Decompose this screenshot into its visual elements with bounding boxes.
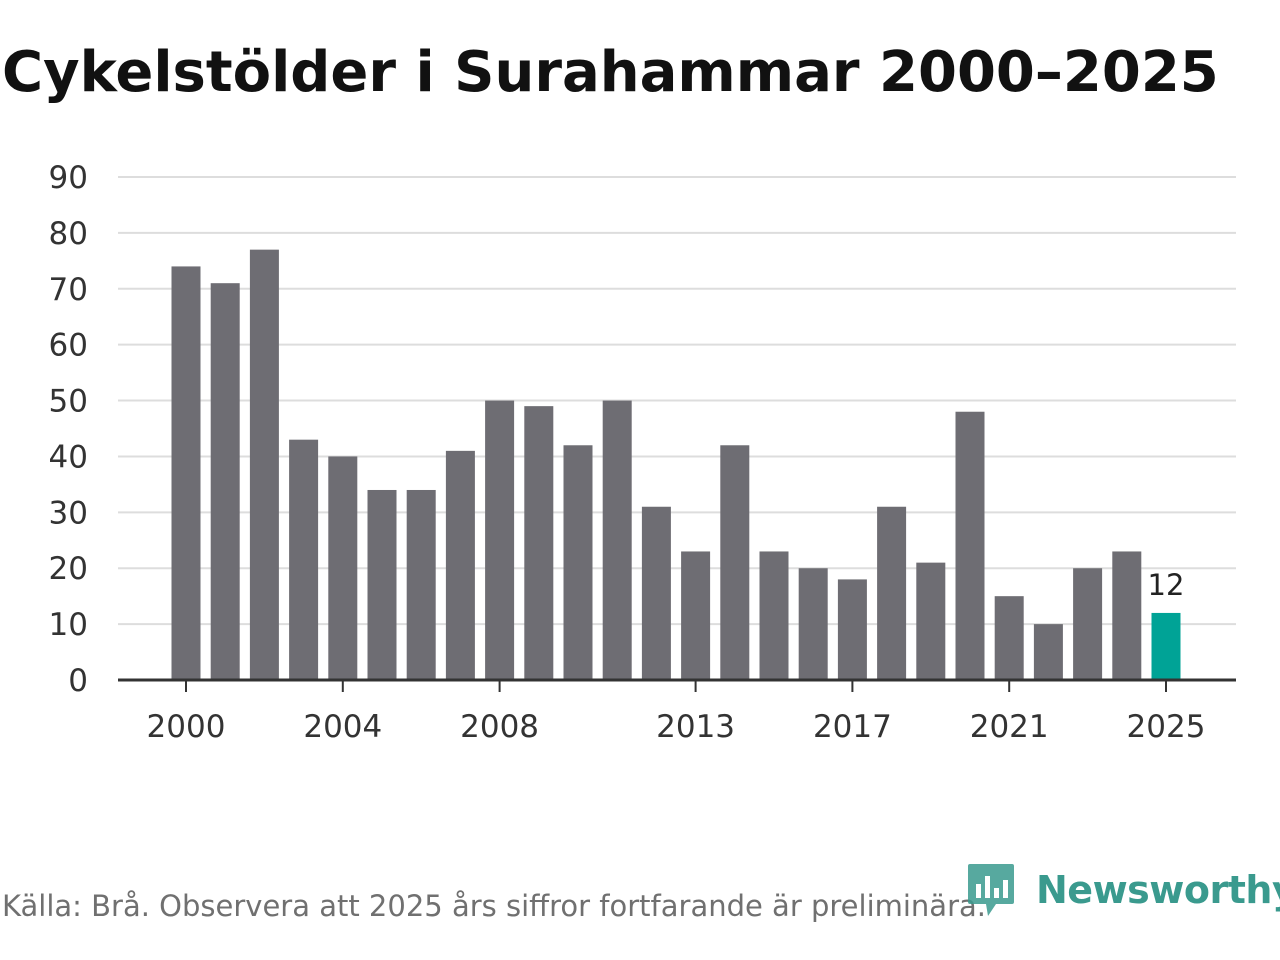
- y-tick-label-90: 90: [49, 160, 88, 196]
- labels: 0 10 20 30 40 50 60 70 80 90 12 2000 2004 2008 2013 201…: [49, 160, 1206, 745]
- bar-2005: [367, 489, 397, 680]
- bar-2004: [328, 456, 358, 680]
- bar-2015: [759, 551, 789, 680]
- y-tick-label-0: 0: [68, 663, 88, 699]
- x-tick-label-2021: 2021: [970, 709, 1049, 745]
- bar-chart-logo-icon: [968, 864, 1014, 916]
- bar-2006: [406, 489, 436, 680]
- bar-2017: [837, 579, 867, 680]
- bar-2009: [524, 406, 554, 680]
- bar-2022: [1033, 624, 1063, 680]
- source-note: Källa: Brå. Observera att 2025 års siffr…: [2, 889, 986, 923]
- x-tick-label-2004: 2004: [303, 709, 382, 745]
- bars: [171, 249, 1181, 680]
- bar-2003: [289, 439, 319, 680]
- grid-lines: [118, 176, 1236, 626]
- y-tick-label-10: 10: [49, 607, 88, 643]
- y-tick-label-30: 30: [49, 495, 88, 531]
- bar-2018: [877, 506, 907, 680]
- y-tick-label-50: 50: [49, 384, 88, 420]
- bar-2016: [798, 568, 828, 680]
- bar-2012: [641, 506, 671, 680]
- bar-2020: [955, 411, 985, 680]
- y-tick-label-70: 70: [49, 272, 88, 308]
- newsworthy-logo: Newsworthy: [966, 862, 1280, 918]
- bar-2008: [485, 400, 515, 680]
- y-tick-label-20: 20: [49, 551, 88, 587]
- x-tick-label-2025: 2025: [1127, 709, 1206, 745]
- axes: [118, 678, 1236, 692]
- bar-2007: [445, 450, 475, 680]
- x-tick-label-2017: 2017: [813, 709, 892, 745]
- bar-2014: [720, 445, 750, 680]
- data-label-2025: 12: [1148, 568, 1185, 602]
- bar-2023: [1073, 568, 1103, 680]
- y-tick-label-80: 80: [49, 216, 88, 252]
- bar-2011: [602, 400, 632, 680]
- bar-2001: [210, 283, 240, 680]
- logo-text: Newsworthy: [1036, 868, 1280, 912]
- bar-2013: [681, 551, 711, 680]
- bar-2019: [916, 562, 946, 680]
- y-tick-label-40: 40: [49, 439, 88, 475]
- bar-2025: [1151, 612, 1181, 680]
- bar-2024: [1112, 551, 1142, 680]
- x-tick-label-2008: 2008: [460, 709, 539, 745]
- bar-2010: [563, 445, 593, 680]
- bar-2002: [249, 249, 279, 680]
- bar-2000: [171, 266, 201, 680]
- x-tick-label-2013: 2013: [656, 709, 735, 745]
- x-tick-label-2000: 2000: [147, 709, 226, 745]
- chart-title: Cykelstölder i Surahammar 2000–2025: [2, 40, 1219, 105]
- y-tick-label-60: 60: [49, 328, 88, 364]
- bar-2021: [994, 596, 1024, 680]
